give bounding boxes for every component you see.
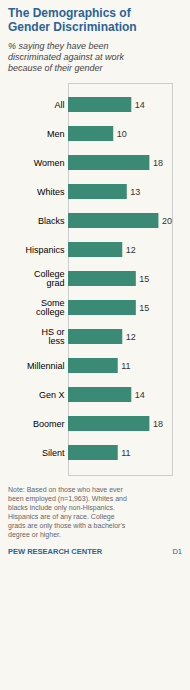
html-text:The Demographics of Gender Dis: The Demographics of Gender Discriminatio… — [8, 6, 137, 35]
svg-text:Men: Men — [47, 128, 65, 138]
html-text:D1: D1 — [172, 547, 182, 557]
svg-text:Boomer: Boomer — [33, 418, 65, 428]
svg-text:Blacks: Blacks — [38, 215, 65, 225]
svg-text:Silent: Silent — [42, 447, 65, 457]
svg-text:14: 14 — [135, 99, 145, 109]
svg-text:15: 15 — [139, 273, 149, 283]
svg-text:Whites: Whites — [37, 186, 65, 196]
svg-text:15: 15 — [139, 302, 149, 312]
svg-text:12: 12 — [126, 244, 136, 254]
svg-text:20: 20 — [162, 215, 172, 225]
html-text:% saying they have been discri: % saying they have been discriminated ag… — [8, 40, 125, 74]
svg-text:Women: Women — [34, 157, 65, 167]
svg-text:18: 18 — [153, 418, 163, 428]
svg-text:11: 11 — [121, 360, 130, 370]
svg-text:Collegegrad: Collegegrad — [34, 269, 65, 288]
svg-text:Hispanics: Hispanics — [25, 244, 65, 254]
html-text:PEW RESEARCH CENTER: PEW RESEARCH CENTER — [8, 547, 103, 557]
svg-text:HS orless: HS orless — [41, 327, 65, 346]
svg-text:10: 10 — [117, 128, 127, 138]
svg-text:All: All — [54, 99, 64, 109]
html-text:Note: Based on those who have: Note: Based on those who have ever been … — [8, 485, 127, 538]
svg-text:Somecollege: Somecollege — [36, 298, 65, 317]
svg-text:Millennial: Millennial — [27, 360, 65, 370]
svg-text:Gen X: Gen X — [39, 389, 65, 399]
svg-text:12: 12 — [126, 331, 136, 341]
svg-text:18: 18 — [153, 157, 163, 167]
svg-text:11: 11 — [121, 447, 130, 457]
svg-text:13: 13 — [130, 186, 140, 196]
svg-text:14: 14 — [135, 389, 145, 399]
